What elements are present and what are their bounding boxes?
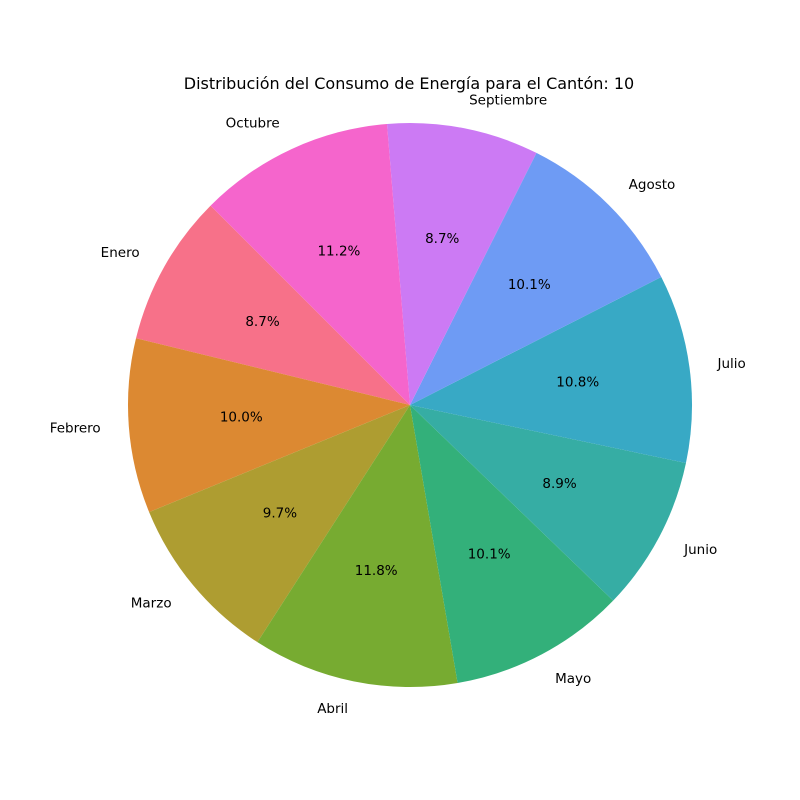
pie-slice-enero bbox=[135, 205, 410, 405]
pie-slice-agosto bbox=[410, 152, 662, 405]
slice-percent-abril: 11.8% bbox=[355, 563, 398, 579]
slice-percent-agosto: 10.1% bbox=[508, 277, 551, 293]
slice-percent-junio: 8.9% bbox=[542, 476, 576, 492]
pie-slice-octubre bbox=[210, 123, 410, 405]
pie-slice-febrero bbox=[127, 338, 410, 513]
slice-percent-enero: 8.7% bbox=[245, 314, 279, 330]
slice-label-enero: Enero bbox=[101, 245, 140, 261]
slice-label-junio: Junio bbox=[683, 542, 717, 558]
slice-label-septiembre: Septiembre bbox=[469, 92, 547, 108]
slice-label-febrero: Febrero bbox=[50, 420, 101, 436]
slice-percent-febrero: 10.0% bbox=[220, 410, 263, 426]
pie-slice-marzo bbox=[149, 405, 410, 643]
chart-title: Distribución del Consumo de Energía para… bbox=[184, 74, 634, 93]
slice-percent-mayo: 10.1% bbox=[468, 547, 511, 563]
slice-percent-julio: 10.8% bbox=[556, 375, 599, 391]
slice-label-julio: Julio bbox=[717, 356, 746, 372]
slice-label-mayo: Mayo bbox=[555, 671, 591, 687]
pie-slice-septiembre bbox=[386, 123, 537, 405]
pie-slice-julio bbox=[410, 276, 692, 464]
slice-label-agosto: Agosto bbox=[629, 177, 676, 193]
slice-percent-marzo: 9.7% bbox=[263, 505, 297, 521]
slice-label-octubre: Octubre bbox=[226, 115, 280, 131]
pie-slices bbox=[127, 123, 692, 688]
pie-slice-abril bbox=[257, 405, 458, 688]
pie-slice-mayo bbox=[410, 405, 614, 683]
slice-label-abril: Abril bbox=[317, 701, 348, 717]
slice-label-marzo: Marzo bbox=[131, 595, 172, 611]
slice-percent-septiembre: 8.7% bbox=[425, 231, 459, 247]
pie-labels: Enero 8.7% Febrero 10.0% Marzo 9.7% Abril 11.8%… bbox=[50, 92, 746, 716]
slice-percent-octubre: 11.2% bbox=[317, 243, 360, 259]
pie-slice-junio bbox=[410, 405, 686, 601]
